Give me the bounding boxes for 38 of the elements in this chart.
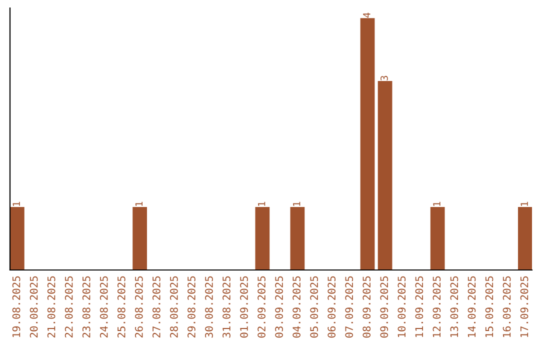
data-label: 1	[135, 202, 143, 206]
x-tick-label: 06.09.2025	[328, 276, 336, 338]
data-label: 3	[380, 76, 388, 80]
x-tick-label: 28.08.2025	[170, 276, 178, 338]
x-tick-label: 14.09.2025	[468, 276, 476, 338]
x-tick-label: 09.09.2025	[380, 276, 388, 338]
x-tick-label: 03.09.2025	[275, 276, 283, 338]
x-tick-label: 21.08.2025	[47, 276, 56, 338]
data-label: 4	[363, 12, 370, 18]
data-label: 1	[258, 202, 266, 206]
x-tick-label: 08.09.2025	[362, 276, 371, 338]
data-label: 1	[433, 202, 440, 206]
data-label: 1	[293, 202, 300, 206]
x-tick-label: 13.09.2025	[450, 276, 458, 338]
x-tick-label: 29.08.2025	[188, 276, 196, 338]
data-label: 1	[520, 202, 528, 206]
x-tick-label: 04.09.2025	[292, 276, 300, 338]
x-tick-label: 05.09.2025	[310, 276, 318, 338]
x-tick-label: 22.08.2025	[64, 276, 73, 338]
x-tick-label: 19.08.2025	[12, 276, 20, 338]
x-tick-label: 30.08.2025	[205, 276, 213, 338]
x-tick-label: 26.08.2025	[134, 276, 143, 338]
x-tick-label: 11.09.2025	[415, 276, 424, 338]
x-tick-label: 20.08.2025	[30, 276, 38, 338]
x-tick-label: 02.09.2025	[258, 276, 266, 338]
x-tick-label: 25.08.2025	[117, 276, 126, 338]
x-tick-label: 10.09.2025	[398, 276, 406, 338]
x-tick-label: 15.09.2025	[485, 276, 494, 338]
x-tick-label: 31.08.2025	[222, 276, 230, 338]
data-label: 1	[12, 202, 20, 206]
x-tick-label: 12.09.2025	[432, 276, 441, 338]
x-tick-label: 01.09.2025	[240, 276, 248, 338]
x-tick-label: 07.09.2025	[345, 276, 354, 338]
x-tick-label: 27.08.2025	[152, 276, 160, 338]
x-tick-label: 23.08.2025	[82, 276, 90, 338]
x-tick-label: 24.08.2025	[100, 276, 108, 338]
x-tick-label: 17.09.2025	[520, 276, 528, 338]
x-tick-label: 16.09.2025	[502, 276, 511, 338]
